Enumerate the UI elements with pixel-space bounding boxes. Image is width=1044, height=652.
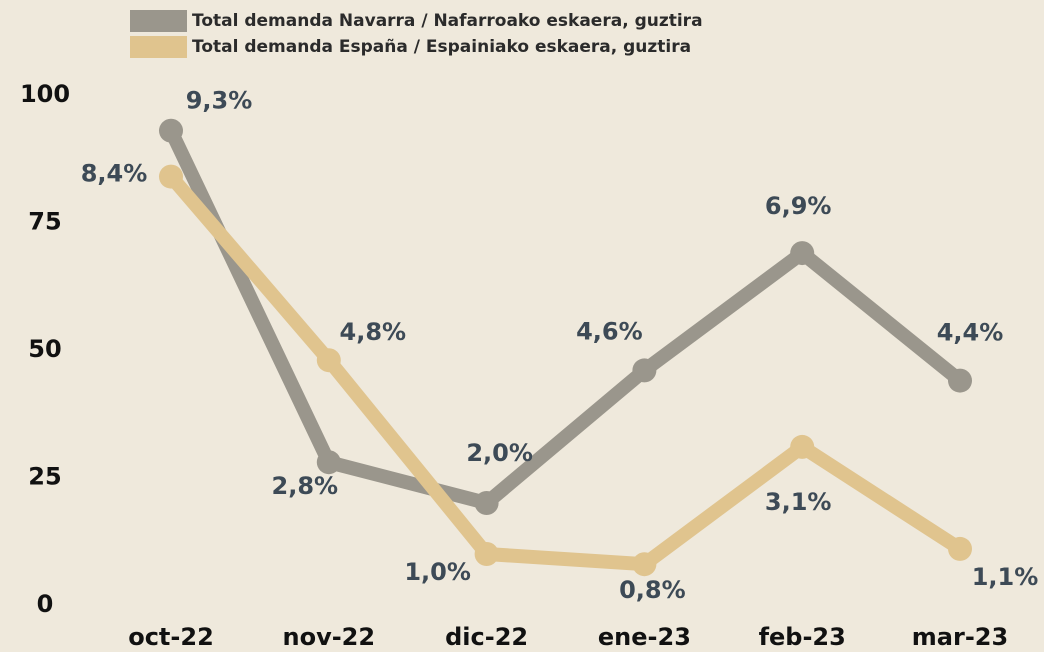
data-label: 4,8% xyxy=(340,318,407,346)
x-tick-label: ene-23 xyxy=(598,623,691,651)
legend-label: Total demanda España / Espainiako eskaer… xyxy=(192,37,691,57)
data-label: 4,6% xyxy=(576,317,643,345)
x-tick-label: nov-22 xyxy=(283,623,376,651)
x-tick-label: feb-23 xyxy=(759,623,846,651)
data-label: 2,0% xyxy=(466,439,533,467)
x-tick-label: oct-22 xyxy=(128,623,214,651)
y-tick-label: 75 xyxy=(28,208,61,236)
data-point xyxy=(316,450,341,475)
data-label: 6,9% xyxy=(765,192,832,220)
data-label: 4,4% xyxy=(937,319,1004,347)
data-point xyxy=(474,491,499,515)
data-point xyxy=(790,434,815,459)
data-label: 3,1% xyxy=(765,488,832,516)
x-tick-label: dic-22 xyxy=(445,623,528,651)
data-label: 2,8% xyxy=(272,472,339,500)
data-point xyxy=(632,358,657,383)
data-point xyxy=(632,552,657,577)
data-label: 1,1% xyxy=(972,563,1039,591)
data-point xyxy=(790,241,815,266)
y-tick-label: 25 xyxy=(28,463,61,491)
y-tick-label: 0 xyxy=(37,590,54,618)
data-point xyxy=(159,118,183,143)
legend-swatch xyxy=(130,10,187,32)
data-label: 9,3% xyxy=(186,87,253,115)
data-label: 1,0% xyxy=(404,558,471,586)
data-label: 8,4% xyxy=(81,160,148,188)
data-point xyxy=(474,542,499,566)
legend-swatch xyxy=(130,36,187,58)
data-point xyxy=(159,164,183,189)
data-point xyxy=(316,348,341,373)
data-point xyxy=(948,368,972,393)
series-line xyxy=(165,172,964,572)
legend-label: Total demanda Navarra / Nafarroako eskae… xyxy=(192,11,703,31)
x-tick-label: mar-23 xyxy=(912,623,1008,651)
series-line xyxy=(164,127,965,510)
data-label: 0,8% xyxy=(619,576,686,604)
data-point xyxy=(948,536,972,561)
y-tick-label: 50 xyxy=(28,335,61,363)
y-tick-label: 100 xyxy=(20,80,70,108)
